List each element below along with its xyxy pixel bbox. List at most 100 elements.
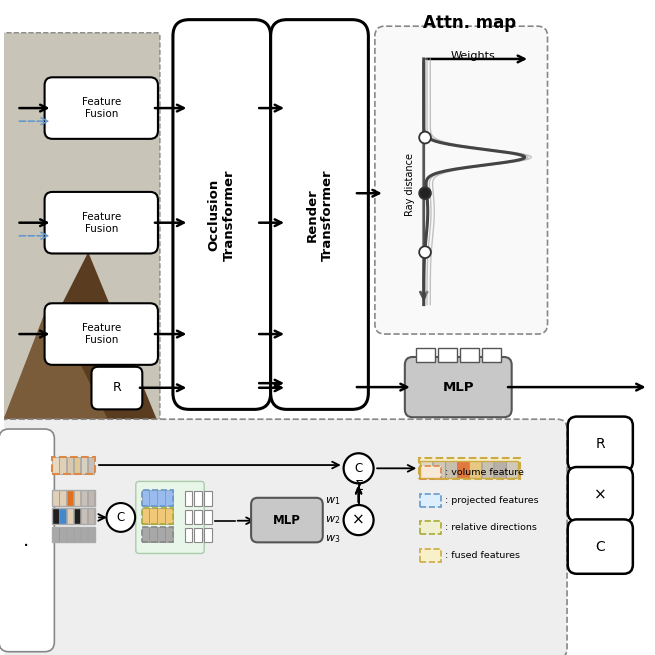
Bar [88,457,94,474]
Polygon shape [3,252,157,419]
Bar [185,491,193,506]
Bar [165,527,173,542]
Text: R: R [595,437,605,451]
Bar [419,458,520,479]
Bar [67,527,73,542]
Bar [73,457,81,474]
Bar [73,508,81,524]
Circle shape [344,453,373,483]
Text: $w_2$: $w_2$ [326,514,341,526]
Bar [60,457,66,474]
Bar [149,490,157,506]
Text: C: C [595,540,605,554]
FancyBboxPatch shape [136,481,204,553]
Circle shape [419,246,431,258]
FancyBboxPatch shape [375,26,548,334]
Bar [60,508,66,524]
Bar [445,461,457,478]
Bar [81,457,87,474]
Bar [165,490,173,506]
Bar [195,491,202,506]
Bar [81,527,87,542]
Text: C: C [117,511,125,524]
Text: Render
Transformer: Render Transformer [305,169,333,261]
Bar [149,508,157,524]
FancyBboxPatch shape [568,467,633,521]
Bar [73,490,81,506]
Bar [67,490,73,506]
Circle shape [419,132,431,143]
Circle shape [107,503,135,532]
Text: .: . [23,531,29,550]
Bar [141,508,149,524]
Bar [195,528,202,542]
Text: Σ: Σ [354,479,363,493]
Bar [165,508,173,524]
Bar [185,528,193,542]
Bar [470,461,481,478]
Bar [60,490,66,506]
Circle shape [344,505,373,535]
Bar [494,461,506,478]
Text: Feature
Fusion: Feature Fusion [82,324,121,345]
Text: Occlusion
Transformer: Occlusion Transformer [208,169,236,261]
Bar [421,494,441,507]
Bar [421,461,518,478]
Bar [88,527,94,542]
FancyBboxPatch shape [0,33,160,422]
Bar [421,466,441,479]
Bar [141,490,149,506]
Text: C: C [354,462,363,475]
Text: : relative directions: : relative directions [445,523,537,533]
FancyBboxPatch shape [0,429,54,652]
Bar [52,508,95,524]
FancyBboxPatch shape [271,20,368,409]
Bar [433,461,445,478]
Bar [52,508,59,524]
Text: ×: × [594,487,607,502]
Bar [157,527,165,542]
Bar [141,490,173,506]
FancyBboxPatch shape [45,192,158,253]
Bar [421,521,441,534]
Text: : fused features: : fused features [445,551,520,560]
Text: Weights: Weights [450,50,495,61]
Polygon shape [3,301,108,419]
Bar [195,510,202,524]
FancyBboxPatch shape [405,357,512,417]
Bar [52,490,59,506]
Text: $w_1$: $w_1$ [326,495,341,507]
FancyBboxPatch shape [92,367,142,409]
Text: R: R [113,381,121,394]
Bar [52,527,95,542]
Text: : projected features: : projected features [445,496,539,505]
FancyBboxPatch shape [173,20,271,409]
FancyBboxPatch shape [568,519,633,574]
Bar [141,527,149,542]
Bar [421,461,432,478]
Bar [60,527,66,542]
Text: MLP: MLP [443,381,474,394]
Bar [141,508,173,524]
Text: $w_3$: $w_3$ [326,533,341,545]
Bar [52,527,59,542]
FancyBboxPatch shape [568,417,633,471]
Bar [88,490,94,506]
FancyBboxPatch shape [45,77,158,139]
Bar [204,491,212,506]
Text: : volume feature: : volume feature [445,468,524,477]
Bar [52,457,59,474]
Bar [52,457,95,474]
Text: Attn. map: Attn. map [422,14,516,32]
Text: Feature
Fusion: Feature Fusion [82,212,121,233]
Bar [204,510,212,524]
Bar [67,508,73,524]
Bar [81,490,87,506]
Bar [141,527,173,542]
Bar [88,508,94,524]
FancyBboxPatch shape [45,303,158,365]
Bar [157,508,165,524]
FancyBboxPatch shape [251,498,323,542]
Text: Feature
Fusion: Feature Fusion [82,98,121,119]
Bar [204,528,212,542]
